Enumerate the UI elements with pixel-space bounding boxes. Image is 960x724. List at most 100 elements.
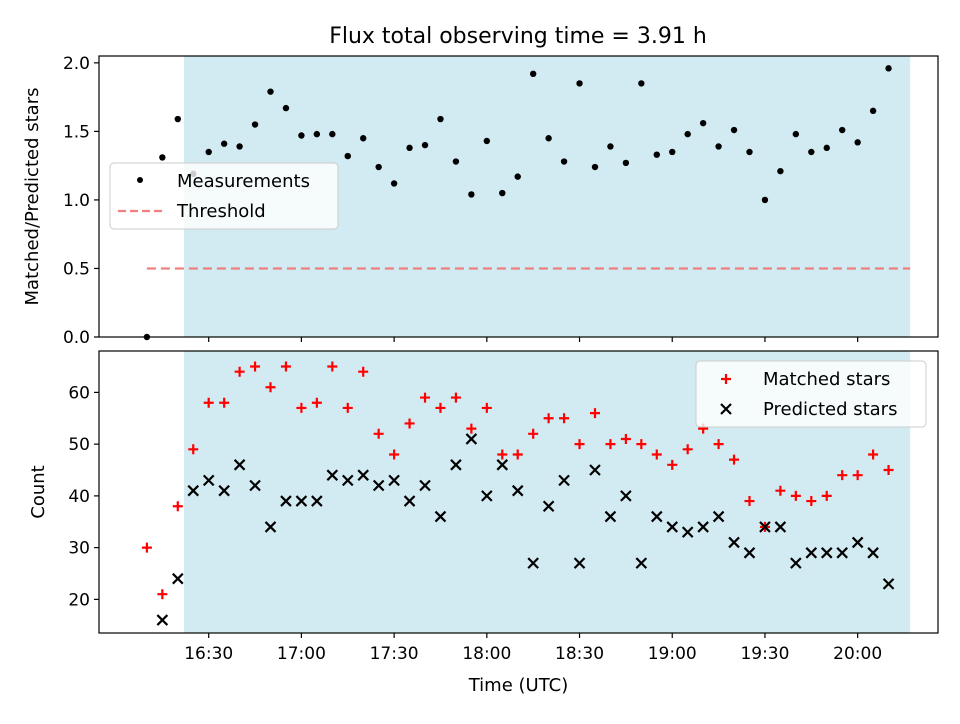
count-y-axis-label: Count bbox=[28, 465, 49, 518]
count-y-tick-label: 40 bbox=[68, 487, 90, 507]
matched-star-point bbox=[358, 366, 369, 377]
matched-star-point bbox=[821, 490, 832, 501]
matched-star-point bbox=[466, 423, 477, 434]
predicted-star-point bbox=[326, 469, 339, 481]
matched-star-point bbox=[574, 439, 585, 450]
predicted-star-point bbox=[465, 433, 478, 445]
predicted-star-point bbox=[666, 521, 679, 533]
ratio-y-tick-label: 0.5 bbox=[63, 259, 90, 279]
matched-star-point bbox=[744, 496, 755, 507]
matched-star-point bbox=[250, 361, 261, 372]
count-plot-frame bbox=[98, 350, 939, 634]
predicted-star-point bbox=[403, 495, 416, 507]
x-tick-label: 20:00 bbox=[833, 644, 882, 664]
measurement-point bbox=[205, 148, 212, 156]
matched-star-point bbox=[729, 454, 740, 465]
matched-star-point bbox=[481, 402, 492, 413]
measurement-point bbox=[560, 158, 568, 165]
predicted-star-point bbox=[419, 479, 431, 492]
predicted-star-point bbox=[496, 459, 509, 471]
count-legend-box bbox=[695, 360, 927, 428]
ratio-y-ticks: 0.0 0.5 1.0 1.5 2.0 bbox=[63, 54, 99, 348]
matched-star-point bbox=[203, 397, 214, 408]
predicted-star-point bbox=[851, 536, 864, 549]
measurement-point bbox=[360, 135, 367, 142]
predicted-star-point bbox=[527, 557, 539, 569]
measurement-point bbox=[437, 115, 444, 123]
measurement-point bbox=[761, 196, 769, 204]
predicted-star-point bbox=[311, 495, 323, 507]
matched-star-point bbox=[713, 439, 724, 450]
measurement-point bbox=[792, 130, 800, 138]
matched-star-point bbox=[296, 402, 307, 413]
measurement-point bbox=[344, 152, 351, 160]
x-tick-label: 17:30 bbox=[370, 644, 419, 664]
matched-star-point bbox=[636, 439, 647, 450]
matched-star-point bbox=[404, 418, 415, 429]
measurement-point bbox=[421, 141, 429, 149]
count-y-ticks: 20 30 40 50 60 bbox=[68, 383, 99, 610]
ratio-y-tick-label: 2.0 bbox=[63, 54, 90, 74]
x-tick-label: 17:00 bbox=[277, 644, 326, 664]
predicted-star-point bbox=[558, 474, 570, 487]
predicted-star-point bbox=[249, 479, 261, 492]
measurement-point bbox=[545, 135, 552, 142]
measurement-point bbox=[468, 191, 475, 198]
ratio-panel: 0.00.51.01.52.0 Matched/Predicted stars … bbox=[22, 54, 939, 348]
predicted-star-point bbox=[218, 484, 230, 497]
predicted-star-point bbox=[233, 459, 246, 471]
predicted-star-point bbox=[620, 490, 632, 502]
predicted-star-point bbox=[805, 547, 818, 559]
measurement-point bbox=[669, 148, 676, 156]
matched-star-point bbox=[420, 392, 431, 403]
measurement-point bbox=[622, 159, 630, 167]
measurement-point bbox=[267, 88, 274, 95]
x-tick-label: 19:30 bbox=[740, 644, 789, 664]
matched-star-point bbox=[667, 459, 678, 470]
matched-star-point bbox=[528, 428, 539, 439]
measurement-point bbox=[777, 167, 784, 175]
matched-star-point bbox=[682, 444, 693, 455]
measurement-point bbox=[607, 143, 614, 150]
predicted-star-point bbox=[450, 459, 462, 471]
matched-star-point bbox=[837, 470, 848, 481]
ratio-x-ticks bbox=[208, 337, 859, 342]
measurement-point bbox=[298, 132, 305, 139]
matched-star-point bbox=[883, 465, 894, 476]
matched-star-point bbox=[265, 382, 276, 393]
measurement-point bbox=[375, 163, 382, 171]
predicted-star-point bbox=[388, 474, 400, 487]
measurement-point bbox=[730, 126, 738, 134]
matched-star-point bbox=[651, 449, 662, 460]
legend-measurements-label: Measurements bbox=[177, 171, 310, 192]
predicted-star-point bbox=[372, 479, 385, 492]
predicted-star-point bbox=[202, 474, 215, 487]
matched-star-point bbox=[559, 413, 570, 424]
matched-star-point bbox=[543, 413, 554, 424]
measurement-point bbox=[653, 151, 660, 158]
measurement-point bbox=[746, 148, 753, 156]
predicted-star-point bbox=[635, 557, 648, 569]
predicted-star-point bbox=[295, 495, 308, 507]
measurement-point bbox=[251, 121, 259, 128]
x-axis-label: Time (UTC) bbox=[468, 675, 569, 696]
predicted-star-point bbox=[434, 510, 447, 523]
matched-stars-points bbox=[141, 361, 894, 600]
matched-star-point bbox=[280, 361, 291, 372]
predicted-star-point bbox=[651, 510, 663, 523]
legend-matched-marker bbox=[721, 374, 731, 384]
measurement-point bbox=[390, 180, 398, 187]
count-panel: 20 30 40 50 60 16:30 17:00 17:30 18:00 18:30 19:0… bbox=[28, 350, 939, 696]
count-x-ticks: 16:30 17:00 17:30 18:00 18:30 19:00 19:30 20:00 bbox=[184, 633, 882, 664]
predicted-star-point bbox=[728, 536, 740, 549]
matched-star-point bbox=[605, 439, 616, 450]
matched-star-point bbox=[620, 433, 631, 444]
ratio-legend-box bbox=[109, 162, 339, 230]
measurement-point bbox=[576, 80, 583, 87]
predicted-star-point bbox=[187, 484, 200, 497]
predicted-star-point bbox=[172, 572, 184, 585]
predicted-star-point bbox=[820, 547, 833, 559]
matched-star-point bbox=[512, 449, 523, 460]
predicted-star-point bbox=[882, 578, 895, 590]
